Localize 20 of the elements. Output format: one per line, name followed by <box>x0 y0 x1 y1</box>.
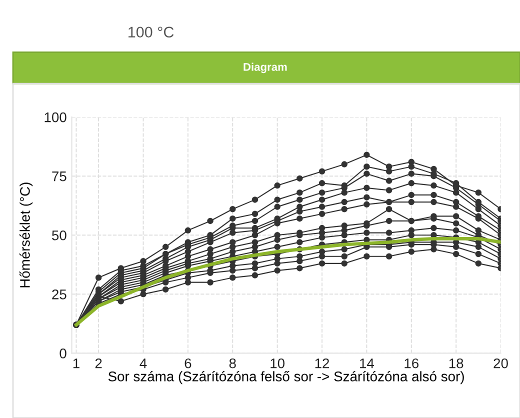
x-tick-label: 18 <box>449 358 464 368</box>
y-tick-label: 0 <box>60 348 66 358</box>
x-axis-title: Sor száma (Szárítózóna felső sor -> Szárítózóna alsó sor) <box>108 371 464 384</box>
x-tick-label: 8 <box>229 358 236 368</box>
text: 100 °C <box>128 26 174 38</box>
y-tick-label: 100 <box>44 112 66 122</box>
x-tick-label: 4 <box>140 358 147 368</box>
chart-title: Diagram <box>244 62 287 74</box>
x-tick-label: 14 <box>360 358 374 368</box>
x-tick-label: 16 <box>404 358 418 368</box>
x-tick-label: 20 <box>494 358 508 368</box>
x-tick-label: 10 <box>270 358 285 368</box>
y-tick-label: 25 <box>52 290 66 300</box>
y-tick-label: 50 <box>52 230 66 240</box>
x-tick-label: 2 <box>95 358 102 368</box>
y-axis-title: Hőmérséklet (°C) <box>20 182 33 288</box>
x-tick-label: 1 <box>73 358 80 368</box>
x-tick-label: 6 <box>184 358 192 368</box>
x-tick-label: 12 <box>315 358 330 368</box>
y-tick-label: 75 <box>52 172 66 182</box>
